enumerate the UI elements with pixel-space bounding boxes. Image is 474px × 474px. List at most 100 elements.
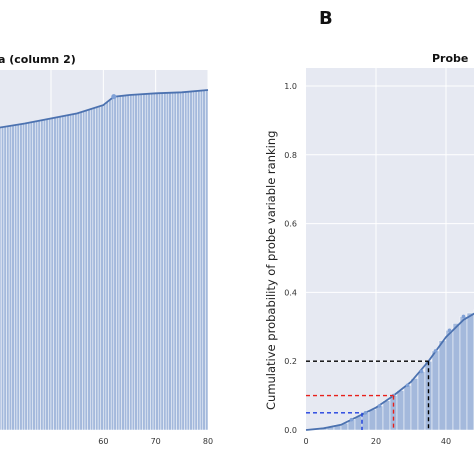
left-bar: [50, 117, 54, 431]
left-bar: [134, 94, 138, 431]
right-kde-marker: [433, 349, 438, 353]
right-bar: [396, 390, 405, 431]
left-bar: [48, 118, 52, 431]
right-bar: [438, 340, 447, 431]
left-bar: [205, 89, 209, 431]
right-kde-marker: [363, 411, 368, 415]
right-kde-marker: [447, 328, 452, 333]
right-kde-markers: [349, 314, 466, 422]
left-bar: [108, 99, 112, 431]
left-bar: [116, 96, 120, 431]
right-bar: [445, 329, 454, 431]
left-bar: [53, 117, 57, 431]
right-x-tick-label: 0: [303, 437, 308, 446]
left-bar: [160, 92, 164, 431]
left-bar: [139, 93, 143, 431]
left-bar: [95, 106, 99, 431]
left-x-tick-label: 60: [98, 437, 108, 446]
left-bar: [173, 92, 177, 431]
right-panel: B Probe Cumulative probability of probe …: [264, 8, 474, 446]
left-bar: [42, 119, 47, 431]
right-kde-marker: [405, 383, 410, 388]
left-bar: [113, 96, 117, 431]
left-bar: [69, 114, 73, 431]
right-y-axis-label: Cumulative probability of probe variable…: [264, 131, 278, 410]
right-bar: [361, 412, 370, 431]
left-bar: [71, 113, 75, 431]
right-bar: [410, 378, 419, 431]
left-kde-marker: [111, 94, 117, 100]
left-bar: [8, 125, 12, 431]
left-bar: [63, 115, 67, 431]
left-bar: [40, 119, 44, 431]
left-bar: [6, 125, 10, 431]
right-y-ticks: 0.0 0.2 0.4 0.6 0.8 1.0: [284, 82, 297, 435]
left-bar: [197, 90, 201, 431]
left-bar: [103, 103, 107, 431]
right-y-tick-label: 0.4: [284, 288, 297, 297]
left-bar: [27, 122, 31, 431]
left-bar: [29, 121, 33, 431]
left-bar: [97, 106, 101, 431]
left-bar: [155, 93, 159, 431]
left-bar: [192, 91, 196, 431]
left-bar: [118, 95, 122, 431]
left-bar: [45, 118, 49, 431]
left-bar: [58, 116, 62, 431]
right-y-tick-label: 1.0: [284, 82, 297, 91]
left-bar: [165, 92, 169, 431]
left-bar: [152, 93, 156, 431]
left-bar: [137, 94, 141, 431]
left-bar: [79, 111, 83, 431]
right-kde-marker: [419, 369, 424, 374]
left-bar: [14, 124, 18, 431]
left-bar: [181, 91, 185, 431]
left-bar: [37, 120, 41, 431]
left-bar: [32, 121, 36, 431]
left-bar: [126, 94, 130, 431]
left-bar: [84, 110, 88, 431]
left-bar: [199, 90, 204, 431]
left-bar: [142, 93, 146, 431]
right-x-tick-label: 40: [441, 437, 451, 446]
left-bars: [0, 89, 209, 431]
right-x-tick-label: 20: [371, 437, 381, 446]
left-bar: [87, 109, 91, 431]
left-bar: [184, 91, 188, 431]
left-panel-title: a (column 2): [0, 53, 76, 66]
right-kde-marker: [461, 314, 466, 319]
right-y-tick-label: 0.0: [284, 426, 297, 435]
left-bar: [61, 115, 65, 431]
right-bar: [403, 385, 412, 431]
left-bar: [131, 94, 135, 431]
left-bar: [100, 105, 104, 431]
left-bar: [189, 91, 193, 431]
left-bar: [178, 92, 183, 431]
left-bar: [66, 114, 70, 431]
left-bar: [3, 126, 7, 431]
left-bar: [35, 120, 39, 431]
right-kde-marker: [377, 404, 382, 408]
left-bar: [74, 113, 78, 431]
right-x-ticks: 0 20 40: [303, 437, 451, 446]
right-bar: [459, 316, 468, 431]
left-kde-markers: [111, 94, 117, 100]
right-reference-lines: [306, 360, 430, 430]
left-bar: [121, 95, 125, 431]
right-bar: [466, 312, 474, 431]
right-panel-title: Probe: [432, 52, 468, 65]
left-bar: [144, 93, 149, 431]
right-y-tick-label: 0.8: [284, 151, 297, 160]
left-bar: [105, 101, 109, 431]
left-bar: [171, 92, 175, 431]
left-bar: [168, 92, 172, 431]
left-bar: [82, 111, 86, 431]
right-bar: [368, 409, 377, 431]
left-bar: [158, 92, 162, 431]
left-bar: [163, 92, 167, 431]
left-bar: [194, 90, 198, 431]
left-bar: [55, 116, 60, 431]
right-y-tick-label: 0.6: [284, 220, 297, 229]
left-bar: [24, 122, 28, 431]
